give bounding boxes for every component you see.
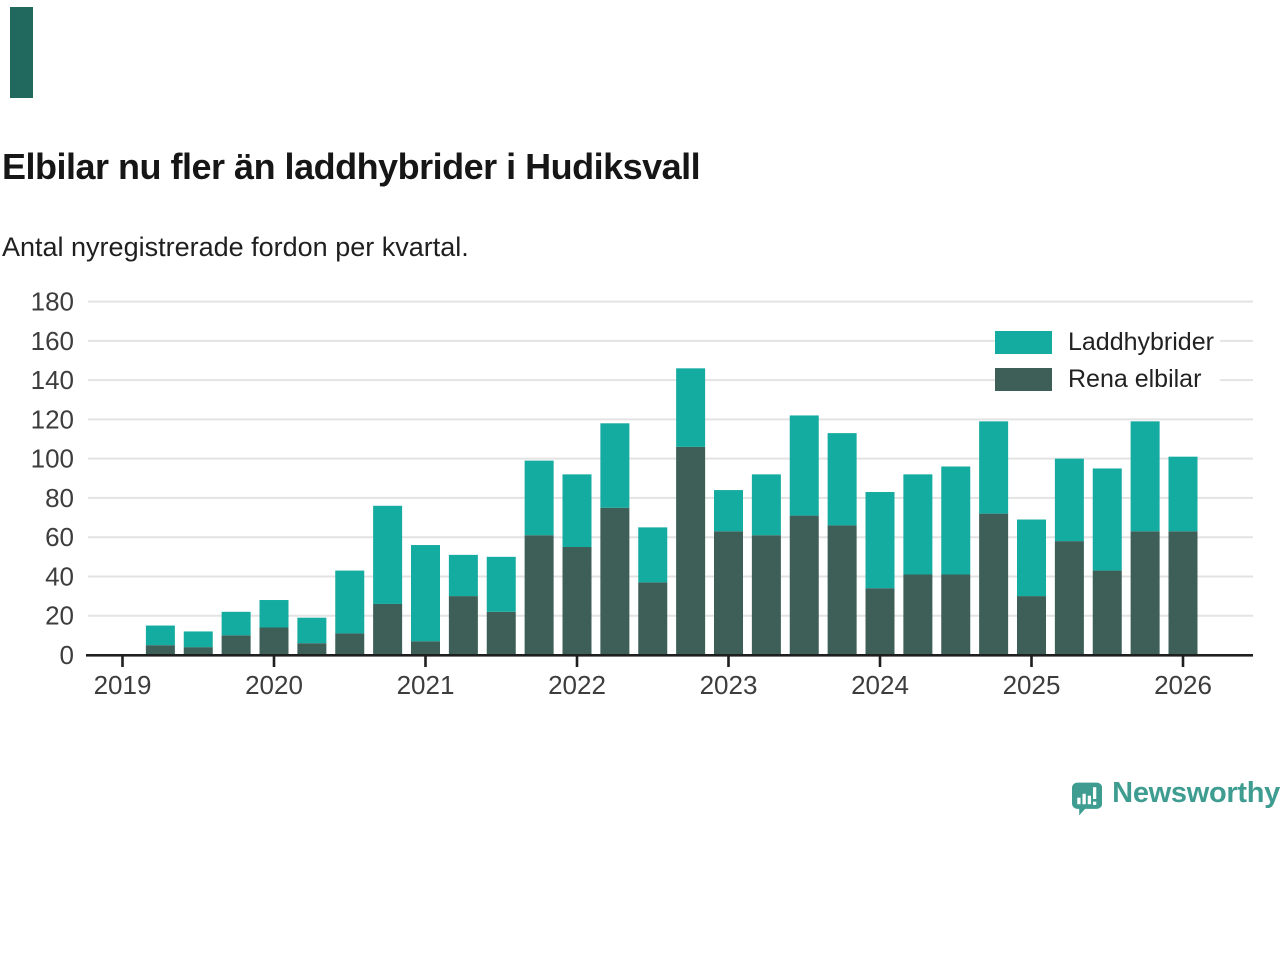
brand-corner-mark <box>10 7 33 98</box>
y-tick-label-180: 180 <box>31 290 74 317</box>
bar-rena-2021-q2 <box>448 596 478 655</box>
bar-ladd-2024-q3 <box>941 466 971 575</box>
page-subtitle: Antal nyregistrerade fordon per kvartal. <box>2 232 469 262</box>
stacked-bar-chart: 0 20 40 60 80 100 120 140 160 180 2019 2020 2021 2022… <box>0 287 1280 730</box>
x-tick-2025 <box>1030 655 1033 667</box>
bar-ladd-2021-q4 <box>524 460 554 536</box>
bar-rena-2019-q2 <box>145 645 175 655</box>
x-tick-label-2021: 2021 <box>397 670 455 700</box>
y-tick-label-60: 60 <box>45 522 74 552</box>
y-tick-label-120: 120 <box>31 404 74 434</box>
bar-ladd-2020-q4 <box>373 505 403 604</box>
bar-ladd-2021-q3 <box>486 556 516 612</box>
x-tick-label-2019: 2019 <box>94 670 152 700</box>
bar-ladd-2024-q1 <box>865 492 895 589</box>
bar-ladd-2021-q1 <box>411 545 440 642</box>
bar-ladd-2019-q4 <box>221 611 251 636</box>
bar-ladd-2022-q3 <box>638 527 668 583</box>
chart-legend: Laddhybrider Rena elbilar <box>995 329 1220 393</box>
x-tick-label-2023: 2023 <box>700 670 758 700</box>
bar-ladd-2023-q4 <box>827 433 857 526</box>
bar-ladd-2025-q2 <box>1054 458 1084 542</box>
bar-rena-2025-q3 <box>1092 570 1122 655</box>
x-tick-2020 <box>272 655 276 667</box>
bar-rena-2025-q1 <box>1017 596 1046 655</box>
bar-rena-2020-q2 <box>297 643 327 655</box>
x-tick-label-2026: 2026 <box>1154 670 1212 700</box>
bar-ladd-2020-q3 <box>335 570 365 634</box>
legend-item-rena-elbilar: Rena elbilar <box>995 365 1214 393</box>
bar-rena-2020-q1 <box>259 627 289 655</box>
bar-rena-2020-q4 <box>373 603 403 655</box>
y-tick-label-140: 140 <box>31 365 74 395</box>
chart-canvas: 0 20 40 60 80 100 120 140 160 180 2019 2020 2021 2022… <box>31 287 1253 700</box>
legend-swatch-rena-elbilar <box>995 368 1052 391</box>
x-tick-label-2022: 2022 <box>548 670 606 700</box>
newsworthy-logo-text: Newsworthy <box>1112 777 1280 809</box>
legend-item-laddhybrider: Laddhybrider <box>995 328 1214 356</box>
bar-ladd-2020-q1 <box>259 600 289 628</box>
bar-rena-2025-q4 <box>1130 531 1160 655</box>
x-tick-label-2024: 2024 <box>851 670 909 700</box>
y-tick-label-40: 40 <box>45 561 74 591</box>
x-tick-label-2020: 2020 <box>245 670 303 700</box>
legend-swatch-laddhybrider <box>995 331 1052 354</box>
bar-ladd-2023-q2 <box>751 474 781 536</box>
x-tick-label-2025: 2025 <box>1003 670 1061 700</box>
bar-rena-2023-q2 <box>751 535 781 655</box>
bar-rena-2021-q4 <box>524 535 554 655</box>
x-tick-2024 <box>878 655 882 667</box>
bar-ladd-2019-q2 <box>145 625 175 646</box>
newsworthy-bubble-icon <box>1072 782 1103 816</box>
x-tick-2023 <box>727 655 730 667</box>
y-tick-label-100: 100 <box>31 444 74 474</box>
bar-ladd-2022-q4 <box>676 368 706 447</box>
bar-rena-2024-q4 <box>979 513 1009 655</box>
bar-ladd-2019-q3 <box>183 631 213 648</box>
bar-ladd-2022-q2 <box>600 423 630 508</box>
bar-rena-2025-q2 <box>1054 541 1084 655</box>
y-tick-label-160: 160 <box>31 326 74 356</box>
bar-ladd-2025-q4 <box>1130 421 1160 532</box>
bar-rena-2022-q1 <box>562 547 592 655</box>
y-tick-label-0: 0 <box>60 640 74 670</box>
bar-rena-2022-q3 <box>638 582 668 655</box>
bar-rena-2022-q2 <box>600 507 630 655</box>
page-title: Elbilar nu fler än laddhybrider i Hudiks… <box>2 146 701 187</box>
bar-ladd-2023-q1 <box>714 490 743 532</box>
bar-rena-2022-q4 <box>676 446 706 655</box>
bar-rena-2024-q1 <box>865 588 895 655</box>
bar-rena-2020-q3 <box>335 633 365 655</box>
bar-rena-2024-q3 <box>941 574 971 655</box>
bar-ladd-2021-q2 <box>448 554 478 597</box>
legend-label-rena-elbilar: Rena elbilar <box>1068 365 1202 393</box>
bar-rena-2021-q3 <box>486 611 516 655</box>
bar-ladd-2024-q4 <box>979 421 1009 514</box>
bar-ladd-2026-q1 <box>1168 456 1198 532</box>
bar-rena-2023-q3 <box>789 515 819 655</box>
y-tick-label-80: 80 <box>45 483 74 513</box>
bar-rena-2019-q4 <box>221 635 251 655</box>
bar-rena-2023-q4 <box>827 525 857 655</box>
x-axis-line <box>86 654 1253 657</box>
x-tick-2021 <box>424 655 427 667</box>
bar-ladd-2025-q3 <box>1092 468 1122 571</box>
bar-rena-2024-q2 <box>903 574 933 655</box>
bar-ladd-2023-q3 <box>789 415 819 516</box>
bar-ladd-2025-q1 <box>1017 519 1046 597</box>
y-tick-label-20: 20 <box>45 601 74 631</box>
bar-rena-2019-q3 <box>183 647 213 655</box>
bar-ladd-2024-q2 <box>903 474 933 575</box>
bar-rena-2023-q1 <box>714 531 743 655</box>
x-tick-2022 <box>575 655 579 667</box>
bar-rena-2026-q1 <box>1168 531 1198 655</box>
legend-label-laddhybrider: Laddhybrider <box>1068 328 1214 356</box>
bar-ladd-2020-q2 <box>297 617 327 644</box>
x-tick-2026 <box>1181 655 1185 667</box>
newsworthy-logo: Newsworthy <box>1072 773 1280 825</box>
bar-ladd-2022-q1 <box>562 474 592 548</box>
bar-rena-2021-q1 <box>411 641 440 655</box>
x-tick-2019 <box>121 655 124 667</box>
